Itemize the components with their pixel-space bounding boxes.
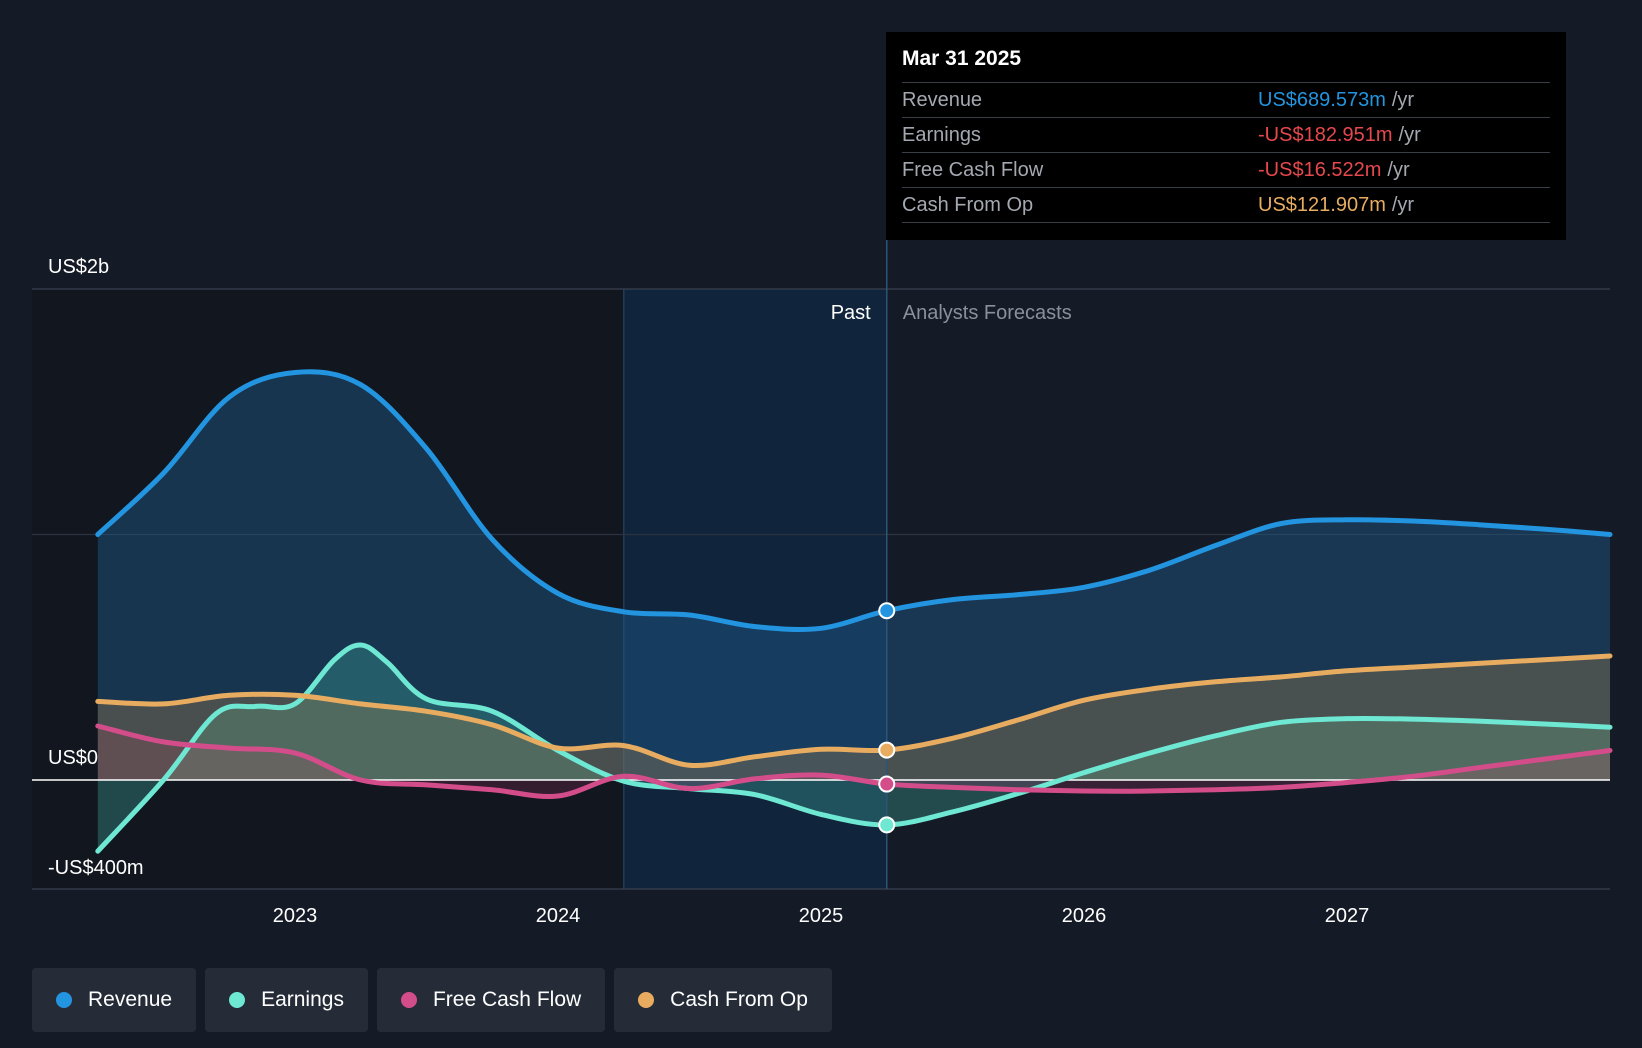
legend-dot-icon: [400, 992, 417, 1008]
legend-label: Cash From Op: [670, 988, 808, 1011]
line-cash-from-op: [95, 653, 1613, 769]
marker-free-cash-flow: [878, 775, 896, 793]
area-revenue: [97, 371, 1610, 780]
marker-cash-from-op: [878, 741, 896, 759]
tooltip-unit: /yr: [1391, 88, 1415, 111]
legend-dot-icon: [638, 992, 655, 1008]
tooltip-value: US$121.907m: [1258, 193, 1386, 216]
area-cash-from-op: [97, 656, 1610, 780]
forecast-label: Analysts Forecasts: [903, 302, 1072, 324]
tooltip-label: Earnings: [902, 123, 981, 146]
area-earnings: [97, 644, 1610, 852]
marker-revenue: [878, 602, 896, 620]
tooltip-value: US$689.573m: [1258, 88, 1386, 111]
tooltip-unit: /yr: [1398, 123, 1421, 146]
y-tick-label: US$0: [48, 747, 98, 769]
legend-item-earnings[interactable]: Earnings: [205, 968, 368, 1032]
legend-item-cash-from-op[interactable]: Cash From Op: [614, 968, 832, 1032]
past-shade: [32, 289, 624, 889]
legend-item-revenue[interactable]: Revenue: [32, 968, 197, 1032]
tooltip-unit: /yr: [1387, 158, 1410, 181]
x-tick-label: 2027: [1325, 905, 1370, 927]
tooltip-row-earnings: Earnings -US$182.951m /yr: [902, 117, 1550, 152]
legend-dot-icon: [229, 992, 246, 1008]
line-free-cash-flow: [95, 723, 1613, 799]
x-tick-label: 2025: [799, 905, 844, 927]
legend-dot-icon: [56, 992, 72, 1008]
tooltip-label: Cash From Op: [902, 193, 1034, 216]
past-label: Past: [831, 302, 871, 324]
tooltip-unit: /yr: [1391, 193, 1415, 216]
tooltip-row-revenue: Revenue US$689.573m /yr: [902, 82, 1550, 117]
x-tick-label: 2024: [536, 905, 581, 927]
legend-item-free-cash-flow[interactable]: Free Cash Flow: [376, 968, 606, 1032]
tooltip-row-cash-from-op: Cash From Op US$121.907m /yr: [902, 187, 1550, 223]
y-tick-label: US$2b: [48, 256, 109, 278]
tooltip-date: Mar 31 2025: [902, 47, 1022, 70]
tooltip-row-free-cash-flow: Free Cash Flow -US$16.522m /yr: [902, 152, 1550, 187]
tooltip-value: -US$16.522m: [1258, 158, 1382, 181]
line-revenue: [95, 369, 1613, 633]
tooltip-label: Revenue: [902, 88, 983, 111]
legend-label: Earnings: [261, 988, 344, 1011]
tooltip-label: Free Cash Flow: [902, 158, 1044, 181]
legend-label: Free Cash Flow: [432, 988, 582, 1011]
y-tick-label: -US$400m: [48, 857, 144, 879]
marker-earnings: [878, 816, 896, 834]
tooltip-value: -US$182.951m: [1258, 123, 1393, 146]
legend-label: Revenue: [88, 988, 173, 1011]
x-tick-label: 2026: [1062, 905, 1107, 927]
tooltip: Mar 31 2025 Revenue US$689.573m /yr Earn…: [886, 32, 1566, 240]
x-tick-label: 2023: [273, 905, 318, 927]
legend: Revenue Earnings Free Cash Flow Cash Fro…: [32, 968, 832, 1032]
